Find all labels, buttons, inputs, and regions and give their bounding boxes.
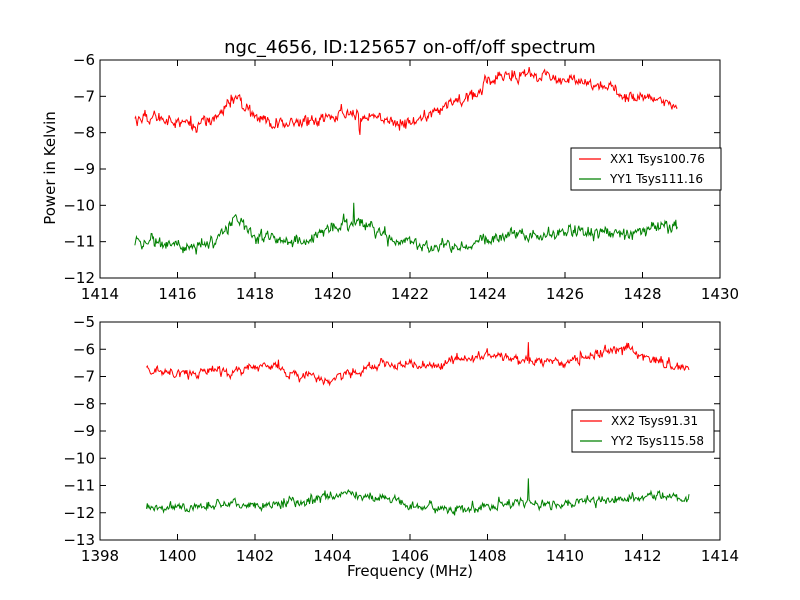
legend: XX1 Tsys100.76 YY1 Tsys111.16 (570, 147, 722, 191)
y-tick-label: −12 (63, 504, 95, 522)
x-tick-label: 1400 (158, 547, 196, 565)
x-tick-label: 1428 (623, 285, 661, 303)
y-tick-label: −13 (63, 531, 95, 549)
x-tick-label: 1408 (468, 547, 506, 565)
x-tick-label: 1416 (158, 285, 196, 303)
x-tick-label: 1404 (313, 547, 351, 565)
y-tick-label: −5 (73, 313, 95, 331)
x-tick-label: 1424 (468, 285, 506, 303)
top-y-axis-label: Power in Kelvin (41, 111, 59, 225)
legend-label: XX2 Tsys91.31 (611, 414, 698, 428)
y-tick-label: −12 (63, 269, 95, 287)
y-tick-label: −8 (73, 124, 95, 142)
y-tick-label: −9 (73, 160, 95, 178)
y-tick-label: −11 (63, 477, 95, 495)
bottom-plot-panel: 1398 1400 1402 1404 1406 1408 1410 1412 1414 −13 −… (63, 313, 739, 565)
legend-box (571, 409, 715, 453)
x-tick-label: 1410 (546, 547, 584, 565)
x-tick-label: 1420 (313, 285, 351, 303)
x-tick-label: 1422 (391, 285, 429, 303)
y-tick-label: −9 (73, 422, 95, 440)
y-tick-label: −7 (73, 87, 95, 105)
series-line-2 (134, 202, 678, 255)
legend-label: YY2 Tsys115.58 (610, 434, 704, 448)
series-line-1 (134, 67, 678, 135)
legend-label: XX1 Tsys100.76 (610, 152, 705, 166)
legend-label: YY1 Tsys111.16 (609, 172, 703, 186)
x-tick-label: 1430 (701, 285, 739, 303)
x-tick-label: 1398 (81, 547, 119, 565)
x-tick-label: 1426 (546, 285, 584, 303)
x-tick-label: 1402 (236, 547, 274, 565)
x-tick-label: 1414 (701, 547, 739, 565)
x-tick-label: 1412 (623, 547, 661, 565)
y-tick-label: −10 (63, 196, 95, 214)
series-line-1 (146, 342, 690, 387)
y-tick-label: −8 (73, 395, 95, 413)
y-tick-label: −10 (63, 449, 95, 467)
bottom-x-axis-label: Frequency (MHz) (347, 562, 473, 580)
legend-box (570, 147, 722, 191)
x-tick-label: 1418 (236, 285, 274, 303)
y-tick-label: −11 (63, 233, 95, 251)
y-tick-label: −6 (73, 340, 95, 358)
y-tick-label: −6 (73, 51, 95, 69)
top-plot-panel: 1414 1416 1418 1420 1422 1424 1426 1428 1430 −12 −… (63, 51, 739, 303)
x-tick-label: 1406 (391, 547, 429, 565)
series-line-2 (146, 478, 690, 516)
y-tick-label: −7 (73, 368, 95, 386)
legend: XX2 Tsys91.31 YY2 Tsys115.58 (571, 409, 715, 453)
x-tick-label: 1414 (81, 285, 119, 303)
figure-title: ngc_4656, ID:125657 on-off/off spectrum (224, 37, 596, 58)
